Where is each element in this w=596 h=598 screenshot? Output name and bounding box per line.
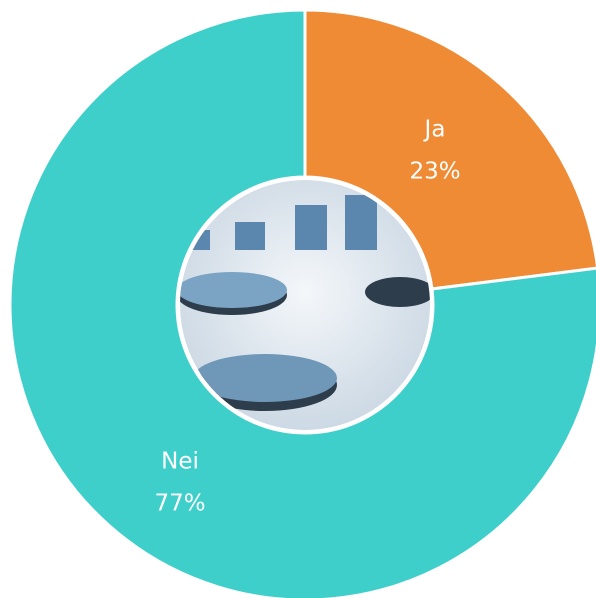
chart: Ja 23% Nei 77% — [0, 0, 596, 598]
slice-value-label: 23% — [409, 159, 460, 185]
slice-label: Ja — [423, 117, 446, 143]
slice-value-label: 77% — [154, 491, 205, 517]
slice-label: Nei — [161, 449, 199, 475]
page: Ja23%Nei77% (() => { const data = JSON.p… — [0, 0, 596, 598]
